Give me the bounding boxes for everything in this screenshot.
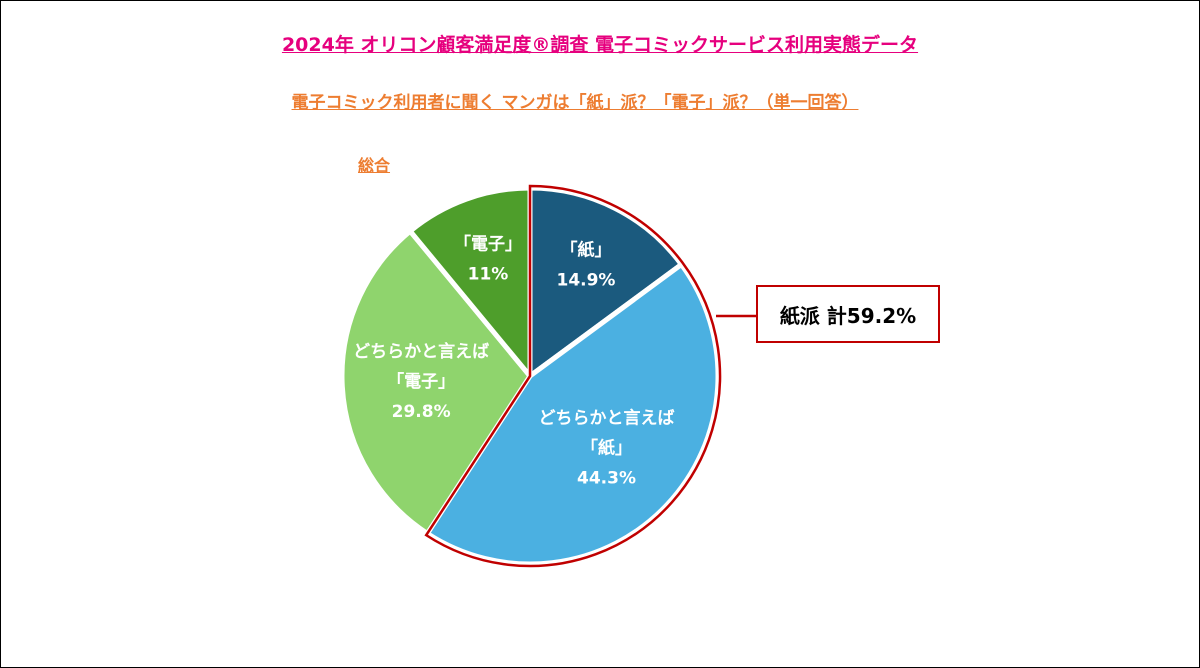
slice-rather-digital-category-label: どちらかと言えば — [353, 341, 489, 362]
slice-rather-paper-category-label: どちらかと言えば — [539, 407, 675, 428]
chart-title: 2024年 オリコン顧客満足度®調査 電子コミックサービス利用実態データ — [281, 34, 919, 56]
slice-paper-value-label: 14.9% — [556, 270, 615, 290]
slice-rather-paper — [424, 262, 721, 567]
paper-total-callout: 紙派 計59.2% — [756, 285, 940, 343]
paper-group-outline — [424, 184, 722, 568]
slice-rather-digital — [339, 228, 533, 536]
chart-subtitle: 電子コミック利用者に聞く マンガは「紙」派？「電子」派？（単一回答） — [291, 93, 859, 113]
slice-digital — [407, 185, 533, 379]
slice-rather-digital-value-label: 29.8% — [392, 402, 451, 422]
slice-digital-category-label: 「電子」 — [454, 233, 522, 254]
slice-rather-paper-category-label: 「紙」 — [581, 437, 632, 458]
slice-paper — [527, 185, 684, 379]
group-label: 総合 — [358, 156, 391, 175]
slice-rather-paper-value-label: 44.3% — [577, 468, 636, 488]
slice-rather-digital-category-label: 「電子」 — [387, 371, 455, 392]
slice-digital-value-label: 11% — [468, 264, 509, 284]
slice-paper-category-label: 「紙」 — [560, 239, 611, 260]
